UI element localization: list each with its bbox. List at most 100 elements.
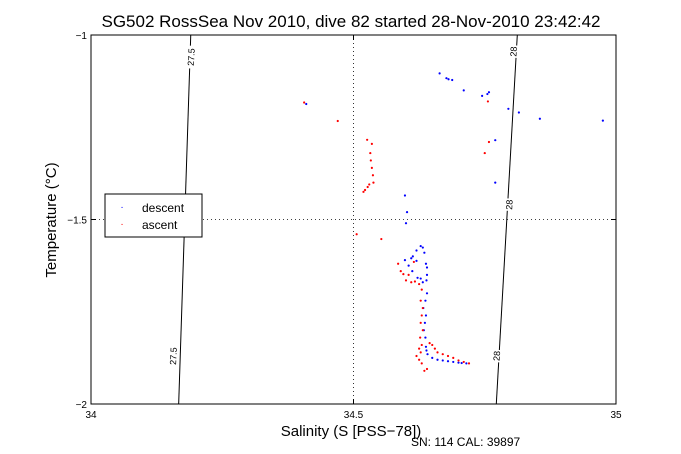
descent-point — [481, 94, 484, 97]
descent-point — [411, 255, 414, 258]
ascent-point — [366, 185, 369, 189]
isopycnal-line-28 — [495, 34, 518, 405]
ascent-point — [441, 353, 444, 356]
descent-point — [425, 292, 429, 295]
descent-point — [601, 119, 604, 122]
descent-point — [451, 78, 454, 82]
ascent-point — [410, 281, 413, 284]
ascent-point — [436, 351, 439, 354]
ascent-point — [369, 159, 372, 162]
descent-point — [445, 77, 448, 80]
descent-point — [407, 264, 410, 267]
x-tick-label: 35 — [610, 410, 622, 421]
isopycnal-label: 28 — [491, 349, 503, 363]
isopycnal-label: 27.5 — [167, 344, 180, 368]
ascent-point — [428, 342, 431, 345]
ascent-point — [371, 174, 375, 177]
descent-point — [421, 246, 424, 249]
descent-point — [460, 361, 463, 365]
descent-point — [405, 211, 409, 214]
ascent-point — [421, 329, 424, 332]
ascent-point — [423, 369, 426, 372]
axis-ticks: 34 34.5 35 −1 −1.5 −2 — [67, 31, 622, 421]
isopycnal-label-text: 28 — [492, 351, 503, 362]
ascent-point — [420, 288, 423, 291]
ascent-point — [407, 273, 410, 276]
descent-point — [507, 107, 510, 110]
ascent-point — [369, 151, 372, 155]
ascent-point — [303, 101, 306, 104]
ascent-point — [418, 347, 421, 350]
descent-point — [403, 194, 407, 197]
descent-point — [424, 262, 428, 265]
isopycnal-label-bg — [185, 45, 197, 69]
descent-point — [423, 251, 426, 254]
ascent-point — [419, 351, 422, 354]
ascent-point — [336, 119, 339, 123]
descent-point — [425, 279, 428, 282]
legend-box — [104, 193, 203, 238]
isopycnal-label-bg — [167, 344, 180, 368]
descent-point — [426, 353, 429, 356]
descent-point — [538, 117, 541, 120]
isopycnal-label-bg — [508, 45, 519, 59]
ascent-point — [467, 362, 471, 365]
isopycnal-label-text: 27.5 — [186, 48, 197, 66]
ascent-point — [363, 188, 367, 192]
y-tick-label: −1.5 — [67, 216, 87, 227]
ascent-point — [420, 362, 423, 365]
ascent-point — [420, 343, 423, 347]
descent-point — [424, 336, 427, 339]
ascent-point — [380, 237, 383, 241]
descent-point — [494, 139, 497, 142]
ascent-point — [372, 181, 375, 184]
legend-marker-ascent: · — [120, 219, 123, 230]
descent-point — [465, 362, 468, 365]
ascent-point — [487, 140, 491, 144]
legend-marker-descent: · — [120, 202, 123, 213]
ascent-point — [421, 306, 424, 310]
ascent-point — [433, 347, 436, 350]
x-tick-label: 34 — [85, 410, 97, 421]
descent-point — [423, 321, 426, 324]
ascent-point — [419, 321, 422, 324]
ascent-point — [418, 358, 421, 361]
descent-point — [415, 249, 418, 252]
isopycnal-labels: 27.5 28 28 28 27.5 — [167, 45, 519, 368]
ascent-point — [368, 183, 371, 186]
descent-point — [419, 277, 422, 280]
ascent-point — [402, 273, 405, 276]
descent-point — [421, 281, 424, 284]
descent-point — [457, 361, 460, 364]
descent-point — [517, 111, 520, 114]
descent-point — [441, 359, 444, 362]
isopycnal-label-text: 27.5 — [168, 347, 179, 365]
ascent-point — [425, 367, 429, 371]
descent-point — [411, 270, 414, 273]
descent-point — [403, 258, 407, 262]
ascent-point — [413, 280, 417, 283]
ascent-point — [355, 233, 358, 236]
descent-point — [436, 358, 439, 361]
ascent-point — [397, 262, 400, 265]
x-axis-label: Salinity (S [PSS−78]) — [281, 423, 421, 440]
chart-title: SG502 RossSea Nov 2010, dive 82 started … — [102, 12, 601, 31]
ascent-point — [370, 142, 373, 145]
descent-point — [447, 78, 450, 81]
ascent-point — [418, 282, 421, 286]
descent-point — [425, 349, 428, 352]
descent-point — [452, 360, 455, 364]
legend: · descent · ascent — [104, 193, 203, 238]
ascent-point — [362, 190, 365, 193]
legend-label-ascent: ascent — [142, 218, 178, 232]
descent-point — [425, 266, 429, 269]
ascent-point — [446, 354, 450, 358]
y-axis-label: Temperature (°C) — [43, 162, 60, 277]
ascent-point — [431, 343, 434, 347]
descent-point — [419, 244, 422, 248]
descent-point — [404, 222, 408, 225]
ascent-point — [412, 260, 415, 264]
ascent-point — [419, 336, 422, 339]
ascent-point — [399, 270, 402, 273]
